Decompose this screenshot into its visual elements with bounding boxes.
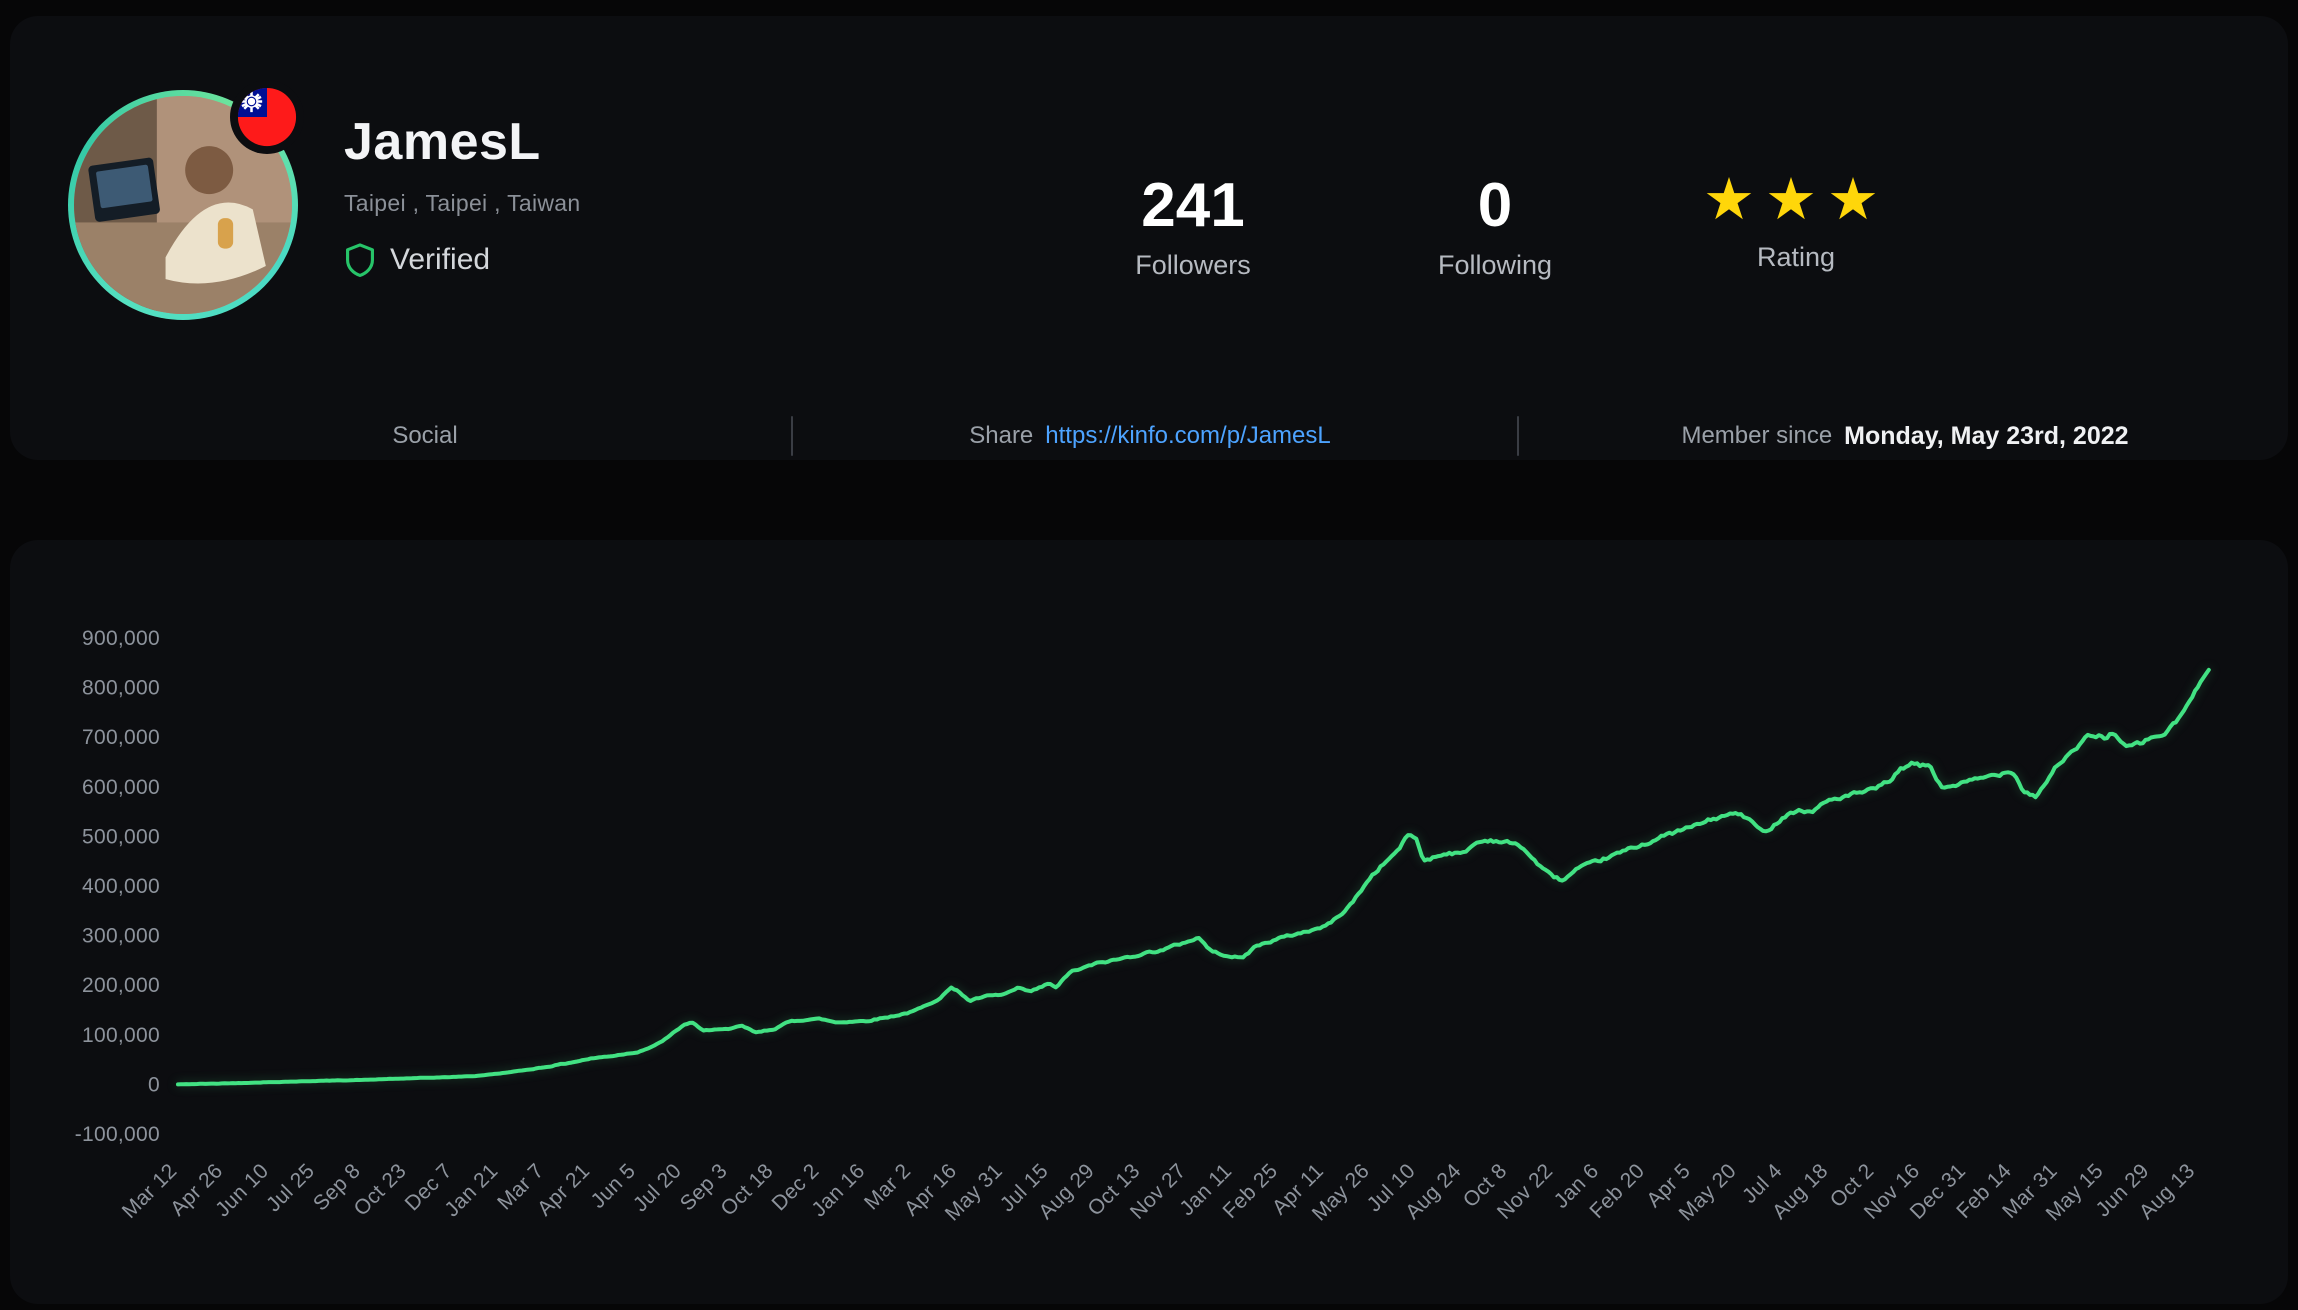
y-axis-label: 100,000 <box>82 1024 160 1047</box>
rating-stat: ★★★ Rating <box>1648 166 1944 273</box>
profile-share-link[interactable]: https://kinfo.com/p/JamesL <box>1045 422 1331 449</box>
y-axis-label: 800,000 <box>82 677 160 700</box>
profile-identity: JamesL Taipei , Taipei , Taiwan Verified <box>344 112 581 277</box>
following-label: Following <box>1437 250 1553 280</box>
y-axis-label: 500,000 <box>82 825 160 848</box>
social-tab[interactable]: Social <box>260 412 590 460</box>
taiwan-flag-badge <box>230 80 304 154</box>
followers-stat[interactable]: 241 Followers <box>1068 174 1318 281</box>
x-axis-label: Jun 5 <box>586 1159 640 1213</box>
member-since-label: Member since <box>1681 422 1833 449</box>
y-axis-label: -100,000 <box>75 1123 160 1146</box>
x-axis-label: Mar 12 <box>118 1159 182 1223</box>
y-axis-label: 600,000 <box>82 776 160 799</box>
y-axis-label: 300,000 <box>82 925 160 948</box>
vertical-divider <box>791 416 793 456</box>
profile-name: JamesL <box>344 113 541 171</box>
y-axis-label: 400,000 <box>82 875 160 898</box>
y-axis-label: 0 <box>148 1073 160 1096</box>
taiwan-flag-icon <box>237 87 297 147</box>
followers-label: Followers <box>1135 250 1251 280</box>
profile-location: Taipei , Taipei , Taiwan <box>344 190 581 216</box>
x-axis-label: Apr 21 <box>533 1159 594 1220</box>
following-stat[interactable]: 0 Following <box>1370 174 1620 281</box>
x-axis-label: Jul 25 <box>262 1159 319 1216</box>
followers-count: 241 <box>1141 171 1245 240</box>
verified-row: Verified <box>344 243 581 277</box>
performance-line <box>176 667 2211 1087</box>
avatar[interactable] <box>68 80 304 320</box>
x-axis-label: Oct 18 <box>716 1159 777 1220</box>
verified-label: Verified <box>390 243 491 276</box>
performance-chart: 900,000 800,000 700,000 600,000 500,000 400,0… <box>75 627 2211 1226</box>
y-axis-label: 700,000 <box>82 726 160 749</box>
y-axis-label: 200,000 <box>82 974 160 997</box>
x-axis-label: Jan 16 <box>807 1159 869 1221</box>
x-axis-label: Oct 23 <box>350 1159 411 1220</box>
x-axis-label: Jul 20 <box>629 1159 686 1216</box>
rating-label: Rating <box>1756 242 1836 272</box>
verified-shield-icon <box>346 243 374 277</box>
share-cell: Share https://kinfo.com/p/JamesL <box>870 412 1430 460</box>
profile-meta-row: Social Share https://kinfo.com/p/JamesL … <box>10 412 2288 460</box>
y-axis-label: 900,000 <box>82 627 160 650</box>
share-label: Share <box>969 422 1034 449</box>
member-since-cell: Member since Monday, May 23rd, 2022 <box>1580 412 2230 460</box>
social-label: Social <box>392 422 458 449</box>
rating-stars-icon: ★★★ <box>1703 167 1889 232</box>
performance-chart-card: 900,000 800,000 700,000 600,000 500,000 400,0… <box>10 540 2288 1304</box>
vertical-divider <box>1517 416 1519 456</box>
member-since-date: Monday, May 23rd, 2022 <box>1844 421 2129 450</box>
following-count: 0 <box>1477 171 1513 240</box>
profile-card: JamesL Taipei , Taipei , Taiwan Verified… <box>10 16 2288 460</box>
